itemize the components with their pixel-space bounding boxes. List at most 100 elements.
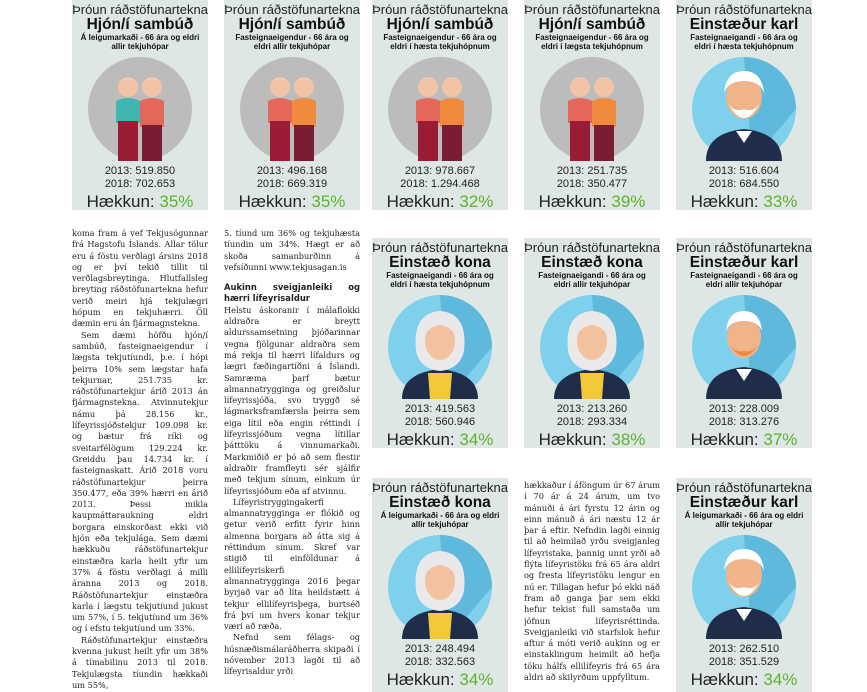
paragraph: Nefnd sem félags- og húsnæðismálaráðherr…	[224, 632, 360, 677]
year-2018-value: 2018: 351.529	[708, 656, 780, 668]
card-subtitle: Fasteignaeigandi - 66 ára og eldri allir…	[538, 271, 646, 289]
stat-card: Þróun ráðstöfunartekna Einstæður karl Fa…	[676, 0, 812, 210]
card-title: Hjón/í sambúð	[386, 16, 494, 33]
card-subtitle: Á leigumarkaði - 66 ára og eldri allir t…	[380, 511, 500, 529]
card-subtitle: Fasteignaeigendur - 66 ára og eldri í læ…	[535, 33, 649, 51]
couple-illustration	[540, 57, 644, 161]
year-2018-value: 2018: 350.477	[556, 178, 628, 190]
year-2013-value: 2013: 978.667	[404, 165, 476, 177]
card-title: Einstæður karl	[689, 254, 799, 271]
increase-value: 34%	[763, 670, 798, 689]
card-subtitle: Fasteignaeigendur - 66 ára og eldri í hæ…	[383, 33, 497, 51]
year-2018-value: 2018: 332.563	[404, 656, 476, 668]
increase: Hækkun: 33%	[676, 192, 812, 210]
year-2013-value: 2013: 519.850	[104, 165, 176, 177]
increase-label: Hækkun:	[690, 670, 759, 689]
increase-label: Hækkun:	[238, 192, 307, 210]
increase: Hækkun: 38%	[524, 430, 660, 448]
card-header: Þróun ráðstöfunartekna	[372, 2, 508, 17]
card-header: Þróun ráðstöfunartekna	[372, 240, 508, 255]
increase-value: 35%	[311, 192, 346, 210]
woman-illustration	[388, 535, 492, 639]
card-title: Einstæður karl	[689, 16, 799, 33]
increase-value: 32%	[459, 192, 494, 210]
year-2018-value: 2018: 702.653	[104, 178, 176, 190]
increase-value: 35%	[159, 192, 194, 210]
increase: Hækkun: 35%	[224, 192, 360, 210]
paragraph: koma fram á vef Tekjusögunnar frá Hagsto…	[72, 228, 208, 329]
card-title: Hjón/í sambúð	[86, 16, 194, 33]
card-title: Einstæð kona	[389, 254, 491, 271]
year-2013-value: 2013: 248.494	[404, 643, 476, 655]
increase: Hækkun: 39%	[524, 192, 660, 210]
increase-value: 33%	[763, 192, 798, 210]
couple-illustration	[88, 57, 192, 161]
year-2018-value: 2018: 1.294.468	[400, 178, 480, 190]
woman-illustration	[540, 295, 644, 399]
card-subtitle: Á leigumarkaði - 66 ára og eldri allir t…	[80, 33, 200, 51]
year-2013-value: 2013: 516.604	[708, 165, 780, 177]
stat-card: Þróun ráðstöfunartekna Hjón/í sambúð Fas…	[524, 0, 660, 210]
text-column-1: koma fram á vef Tekjusögunnar frá Hagsto…	[72, 228, 208, 692]
card-header: Þróun ráðstöfunartekna	[676, 480, 812, 495]
card-header: Þróun ráðstöfunartekna	[372, 480, 508, 495]
stat-card: Þróun ráðstöfunartekna Einstæð kona Fast…	[372, 238, 508, 448]
increase: Hækkun: 34%	[372, 670, 508, 690]
card-subtitle: Fasteignaeigendur - 66 ára og eldri alli…	[235, 33, 349, 51]
card-header: Þróun ráðstöfunartekna	[224, 2, 360, 17]
stat-card: Þróun ráðstöfunartekna Einstæður karl Fa…	[676, 238, 812, 448]
card-title: Hjón/í sambúð	[538, 16, 646, 33]
card-title: Hjón/í sambúð	[238, 16, 346, 33]
card-subtitle: Fasteignaeigandi - 66 ára og eldri í hæs…	[690, 33, 798, 51]
text-column-2: 5. tíund um 36% og tekjuhæsta tíundin um…	[224, 228, 360, 692]
stat-card: Þróun ráðstöfunartekna Hjón/í sambúð Á l…	[72, 0, 208, 210]
increase-label: Hækkun:	[538, 430, 607, 448]
stat-card: Þróun ráðstöfunartekna Hjón/í sambúð Fas…	[224, 0, 360, 210]
card-header: Þróun ráðstöfunartekna	[676, 240, 812, 255]
year-2013-value: 2013: 228.009	[708, 403, 780, 415]
paragraph: Lífeyristryggingakerfi almannatrygginga …	[224, 496, 360, 632]
increase-label: Hækkun:	[386, 192, 455, 210]
woman-illustration	[388, 295, 492, 399]
man-illustration	[692, 535, 796, 639]
card-header: Þróun ráðstöfunartekna	[72, 2, 208, 17]
man-illustration	[692, 295, 796, 399]
card-title: Einstæð kona	[389, 494, 491, 511]
increase-label: Hækkun:	[86, 192, 155, 210]
couple-illustration	[240, 57, 344, 161]
increase: Hækkun: 34%	[372, 430, 508, 448]
increase-value: 34%	[459, 430, 494, 448]
year-2013-value: 2013: 262.510	[708, 643, 780, 655]
year-2013-value: 2013: 251.735	[556, 165, 628, 177]
stat-card: Þróun ráðstöfunartekna Einstæð kona Á le…	[372, 478, 508, 692]
increase-value: 34%	[459, 670, 494, 689]
year-2018-value: 2018: 313.276	[708, 416, 780, 428]
year-2018-value: 2018: 560.946	[404, 416, 476, 428]
stat-card: Þróun ráðstöfunartekna Einstæð kona Fast…	[524, 238, 660, 448]
increase-label: Hækkun:	[538, 192, 607, 210]
increase-value: 39%	[611, 192, 646, 210]
card-subtitle: Fasteignaeigandi - 66 ára og eldri í hæs…	[386, 271, 494, 289]
increase-value: 37%	[763, 430, 798, 448]
increase: Hækkun: 32%	[372, 192, 508, 210]
paragraph: 5. tíund um 36% og tekjuhæsta tíundin um…	[224, 228, 360, 272]
increase-label: Hækkun:	[690, 192, 759, 210]
increase: Hækkun: 37%	[676, 430, 812, 448]
card-subtitle: Fasteignaeigandi - 66 ára og eldri allir…	[690, 271, 798, 289]
card-header: Þróun ráðstöfunartekna	[524, 240, 660, 255]
couple-illustration	[388, 57, 492, 161]
year-2018-value: 2018: 293.334	[556, 416, 628, 428]
stat-card: Þróun ráðstöfunartekna Einstæður karl Á …	[676, 478, 812, 692]
paragraph: Helstu áskoranir í málaflokki aldraðra e…	[224, 304, 360, 496]
increase-value: 38%	[611, 430, 646, 448]
increase: Hækkun: 34%	[676, 670, 812, 690]
year-2013-value: 2013: 496.168	[256, 165, 328, 177]
year-2013-value: 2013: 213.260	[556, 403, 628, 415]
paragraph: Sem dæmi höfðu hjón/í sambúð, fasteignae…	[72, 329, 208, 634]
man-illustration	[692, 57, 796, 161]
increase-label: Hækkun:	[690, 430, 759, 448]
increase: Hækkun: 35%	[72, 192, 208, 210]
year-2013-value: 2013: 419.563	[404, 403, 476, 415]
text-column-3: hækkaður í áföngum úr 67 árum í 70 ár á …	[524, 480, 660, 692]
year-2018-value: 2018: 684.550	[708, 178, 780, 190]
